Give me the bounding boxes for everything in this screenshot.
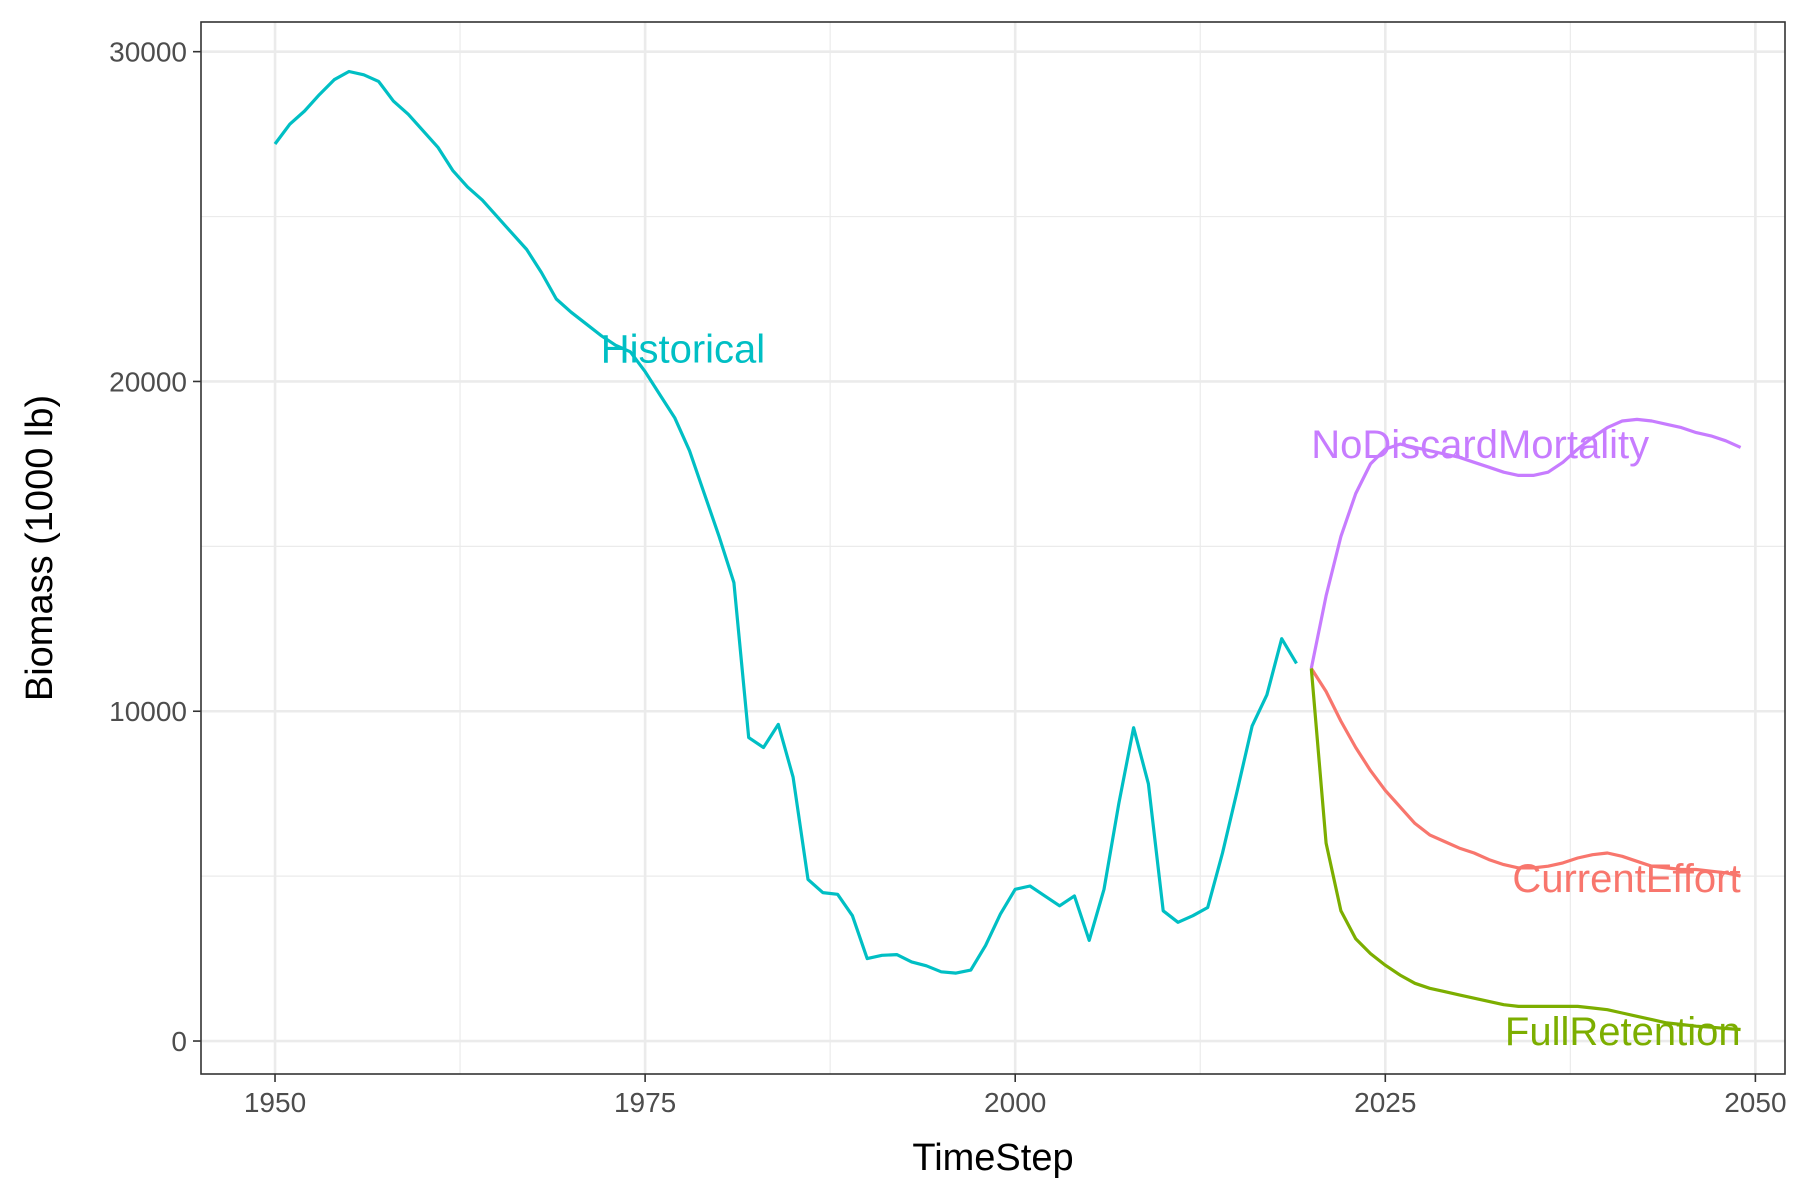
- x-tick-label: 1975: [614, 1087, 676, 1118]
- series-labels: Historical NoDiscardMortality CurrentEffor…: [601, 327, 1741, 1054]
- series-line-nodiscardmortality: [1309, 417, 1742, 669]
- x-tick-label: 2050: [1724, 1087, 1786, 1118]
- y-tick-label: 10000: [109, 696, 187, 727]
- x-axis-title: TimeStep: [912, 1137, 1073, 1179]
- axis-ticks: [193, 50, 1757, 1082]
- series-label-historical: Historical: [601, 327, 765, 371]
- major-gridlines: [201, 22, 1785, 1074]
- plot-panel-border: [200, 21, 1786, 1075]
- y-tick-label: 0: [171, 1026, 187, 1057]
- y-tick-label: 20000: [109, 366, 187, 397]
- x-tick-label: 1950: [244, 1087, 306, 1118]
- series-line-historical: [273, 69, 1298, 975]
- x-tick-label: 2000: [984, 1087, 1046, 1118]
- x-tick-labels: 1950 1975 2000 2025 2050: [244, 1087, 1787, 1118]
- minor-gridlines: [201, 22, 1785, 1074]
- series-label-nodiscardmortality: NoDiscardMortality: [1311, 423, 1649, 467]
- y-axis-title: Biomass (1000 lb): [19, 395, 61, 701]
- series-line-fullretention: [1309, 668, 1741, 1032]
- y-tick-labels: 0 10000 20000 30000: [109, 37, 187, 1057]
- series-label-currenteffort: CurrentEffort: [1512, 857, 1740, 901]
- series-lines: [273, 69, 1742, 1032]
- series-line-currenteffort: [1309, 667, 1741, 878]
- y-tick-label: 30000: [109, 37, 187, 68]
- series-label-fullretention: FullRetention: [1505, 1010, 1741, 1054]
- x-tick-label: 2025: [1354, 1087, 1416, 1118]
